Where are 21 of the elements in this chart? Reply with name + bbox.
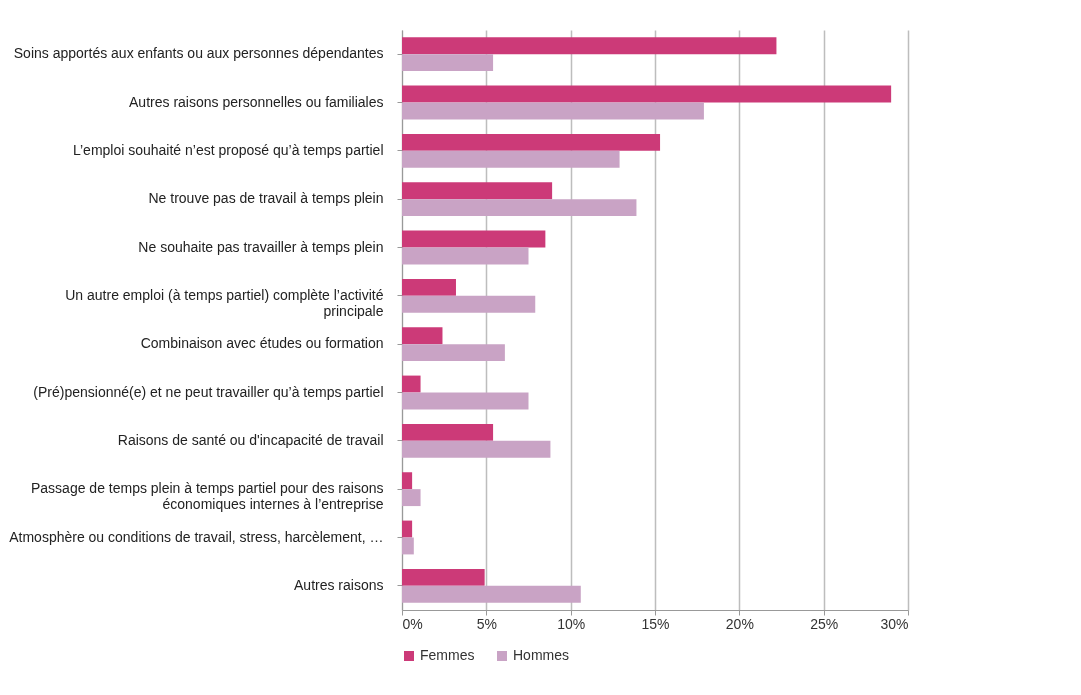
y-tick-label: Ne trouve pas de travail à temps plein (148, 190, 384, 207)
legend-label: Femmes (420, 647, 475, 663)
x-tick-label: 10% (557, 615, 586, 632)
y-tick-label: Un autre emploi (à temps partiel) complète l’activité principale (65, 286, 384, 319)
x-tick-label: 30% (880, 615, 909, 632)
legend-label: Hommes (513, 647, 570, 663)
x-tick-label: 25% (810, 615, 839, 632)
x-tick-label: 20% (725, 615, 754, 632)
y-tick-label: Autres raisons (294, 576, 384, 593)
y-tick-label: Atmosphère ou conditions de travail, stress, harcèlement, … (9, 528, 384, 545)
y-tick-label: (Pré)pensionné(e) et ne peut travailler qu’à temps partiel (33, 383, 384, 400)
y-tick-label: Raisons de santé ou d'incapacité de travail (117, 431, 384, 448)
x-tick-label: 5% (476, 615, 497, 632)
y-tick-label: L’emploi souhaité n’est proposé qu’à temps partiel (72, 141, 384, 158)
x-tick-label: 15% (641, 615, 670, 632)
y-tick-label: Passage de temps plein à temps partiel pour des raisons économiques internes à l’entreprise (30, 480, 384, 513)
y-tick-label: Soins apportés aux enfants ou aux personnes dépendantes (13, 45, 384, 62)
y-tick-label: Ne souhaite pas travailler à temps plein (138, 238, 384, 255)
y-tick-label: Autres raisons personnelles ou familiales (129, 93, 384, 110)
y-tick-label: Combinaison avec études ou formation (140, 335, 384, 352)
x-tick-label: 0% (402, 615, 423, 632)
